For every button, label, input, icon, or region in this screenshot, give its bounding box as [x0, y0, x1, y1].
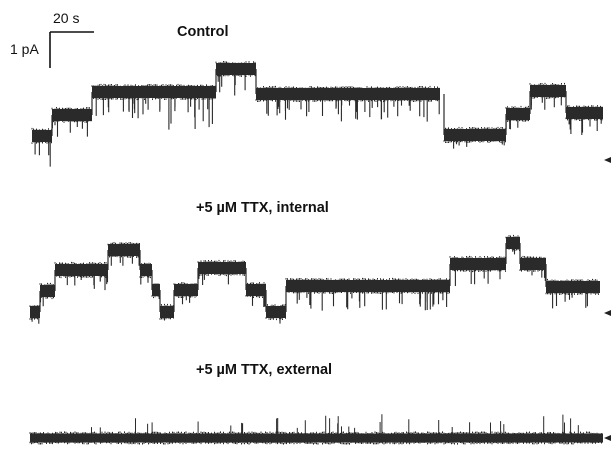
trace-segment: [174, 284, 198, 296]
trace-flicker: [531, 270, 546, 281]
trace-flicker: [66, 276, 109, 291]
trace-segment: [30, 306, 40, 318]
trace-segment: [52, 109, 92, 121]
baseline-markers: [604, 157, 611, 441]
trace-noise: [31, 127, 52, 144]
baseline-marker-internal: [604, 310, 611, 316]
scale-bar-time-label: 20 s: [53, 10, 79, 26]
trace-noise: [54, 261, 108, 279]
trace-segment: [530, 85, 566, 97]
trace-segment: [32, 130, 52, 142]
baseline-marker-external: [604, 435, 611, 441]
trace-ttx-external: [29, 414, 603, 445]
scale-bar: 20 s 1 pA: [10, 10, 94, 68]
trace-flicker: [454, 270, 501, 286]
trace-segment: [198, 262, 246, 274]
trace-segment: [216, 63, 256, 75]
trace-flicker: [91, 414, 579, 434]
trace-segment: [246, 284, 266, 296]
trace-flicker: [39, 297, 44, 307]
trace-segment: [55, 264, 108, 276]
trace-segment: [506, 237, 520, 249]
trace-segment: [140, 264, 152, 276]
trace-flicker: [140, 276, 149, 285]
trace-flicker: [31, 318, 40, 324]
trace-label-ttx-internal: +5 µM TTX, internal: [196, 200, 329, 216]
trace-flicker: [198, 274, 229, 285]
trace-segment: [286, 280, 450, 292]
trace-noise: [147, 83, 216, 101]
trace-noise: [529, 82, 565, 99]
trace-segment: [108, 244, 140, 256]
baseline-marker-control: [604, 157, 611, 163]
trace-flicker: [110, 256, 140, 266]
trace-segment: [450, 258, 506, 270]
trace-noise: [29, 431, 602, 445]
trace-flicker: [552, 293, 588, 309]
trace-label-control: Control: [177, 24, 229, 40]
trace-flicker: [251, 296, 266, 307]
trace-noise: [215, 61, 256, 77]
trace-flicker: [453, 141, 505, 149]
trace-noise: [51, 107, 92, 123]
trace-flicker: [296, 292, 448, 311]
trace-noise: [39, 282, 54, 300]
trace-noise: [285, 277, 450, 295]
trace-segment: [546, 281, 600, 293]
trace-flicker: [568, 119, 602, 135]
trace-segment: [152, 284, 160, 296]
scale-bar-current-label: 1 pA: [10, 41, 39, 57]
trace-flicker: [147, 98, 213, 130]
trace-flicker: [512, 249, 516, 255]
trace-segment: [160, 306, 174, 318]
trace-segment: [566, 107, 603, 119]
trace-label-ttx-external: +5 µM TTX, external: [196, 362, 332, 378]
trace-flicker: [95, 98, 147, 119]
trace-segment: [444, 129, 506, 141]
trace-segment: [256, 88, 440, 100]
trace-segment: [30, 433, 603, 443]
trace-segment: [520, 258, 546, 270]
trace-flicker: [266, 100, 440, 122]
trace-segment: [92, 86, 148, 98]
trace-control: [31, 61, 603, 167]
trace-flicker: [530, 97, 562, 110]
trace-segment: [148, 86, 216, 98]
trace-ttx-internal: [29, 234, 600, 324]
trace-flicker: [181, 296, 191, 305]
trace-noise: [107, 242, 140, 258]
trace-segment: [266, 306, 286, 318]
trace-noise: [29, 305, 40, 320]
trace-segment: [506, 108, 530, 120]
trace-flicker: [217, 75, 246, 96]
trace-noise: [91, 83, 148, 101]
trace-segment: [40, 285, 55, 297]
trace-flicker: [51, 121, 88, 137]
trace-flicker: [34, 142, 51, 167]
